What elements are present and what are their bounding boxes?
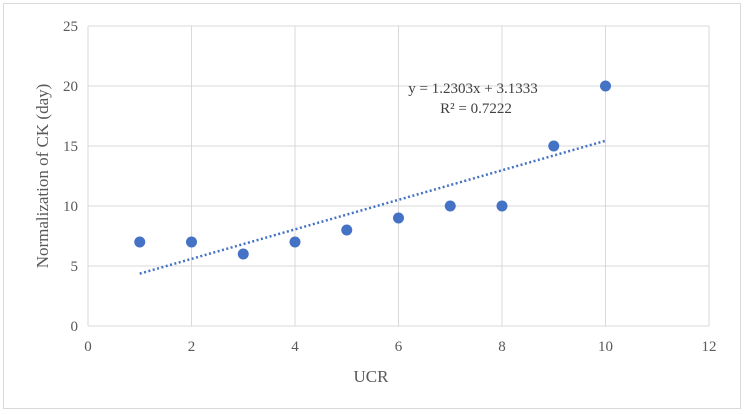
y-tick-label: 0 [71,319,79,335]
data-point [134,236,146,248]
data-point [444,200,456,212]
x-tick-label: 12 [702,339,717,355]
data-point [186,236,197,248]
x-axis-title: UCR [354,367,390,386]
trendline [139,139,606,275]
data-point [393,212,404,224]
x-tick-label: 2 [188,339,196,355]
y-tick-label: 20 [63,79,78,95]
x-tick-label: 4 [291,339,299,355]
data-point [600,80,611,92]
scatter-chart: 0 5 10 15 20 25 0 2 4 6 8 10 12 UCR Normalization of… [33,19,717,386]
data-points [134,80,611,260]
y-tick-label: 5 [71,259,79,275]
data-point [341,224,353,236]
y-tick-label: 15 [63,139,78,155]
y-tick-label: 10 [63,199,78,215]
tick-labels: 0 5 10 15 20 25 0 2 4 6 8 10 12 [63,19,717,355]
data-point [548,140,560,152]
trendline-equation: y = 1.2303x + 3.1333 [408,81,537,97]
data-point [496,200,508,212]
data-point [289,236,301,248]
trendline-group [139,139,606,275]
chart-area: 0 5 10 15 20 25 0 2 4 6 8 10 12 UCR Normalization of… [3,3,741,409]
y-axis-title: Normalization of CK (day) [33,84,52,269]
data-point [237,248,249,260]
x-tick-label: 6 [395,339,403,355]
y-tick-label: 25 [63,19,78,35]
x-tick-label: 8 [498,339,506,355]
x-tick-label: 0 [84,339,92,355]
trendline-r-squared: R² = 0.7222 [440,101,512,117]
x-tick-label: 10 [598,339,613,355]
gridlines [87,25,710,327]
